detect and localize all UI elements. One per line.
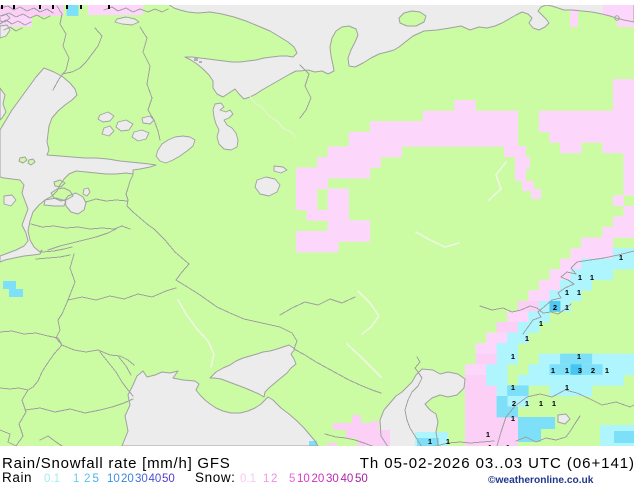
svg-text:1: 1 (486, 430, 490, 439)
svg-text:1: 1 (511, 383, 515, 392)
svg-text:1: 1 (506, 443, 510, 452)
svg-text:2: 2 (512, 399, 516, 408)
svg-text:1: 1 (488, 443, 492, 452)
svg-text:1: 1 (619, 253, 623, 262)
svg-text:©weatheronline.co.uk: ©weatheronline.co.uk (488, 475, 594, 486)
svg-text:1: 1 (525, 334, 529, 343)
svg-text:1: 1 (565, 303, 569, 312)
svg-text:0.1: 0.1 (44, 473, 60, 485)
svg-text:1: 1 (263, 473, 269, 485)
svg-text:50: 50 (355, 473, 368, 485)
svg-text:1: 1 (552, 399, 556, 408)
svg-text:30: 30 (135, 473, 148, 485)
svg-text:30: 30 (326, 473, 339, 485)
svg-text:50: 50 (162, 473, 175, 485)
svg-text:1: 1 (577, 352, 581, 361)
svg-text:1: 1 (590, 273, 594, 282)
svg-text:1: 1 (551, 366, 555, 375)
svg-text:20: 20 (312, 473, 325, 485)
svg-text:40: 40 (341, 473, 354, 485)
svg-text:3: 3 (578, 366, 582, 375)
svg-text:Rain/Snowfall rate [mm/h] GFS: Rain/Snowfall rate [mm/h] GFS (2, 455, 230, 472)
svg-text:10: 10 (297, 473, 310, 485)
svg-text:1: 1 (565, 383, 569, 392)
svg-text:10: 10 (107, 473, 120, 485)
svg-text:Snow:: Snow: (195, 470, 236, 485)
svg-text:1: 1 (525, 399, 529, 408)
svg-text:1: 1 (511, 352, 515, 361)
svg-text:1: 1 (565, 288, 569, 297)
svg-text:1: 1 (511, 414, 515, 423)
svg-text:1: 1 (605, 366, 609, 375)
svg-text:0.1: 0.1 (240, 473, 256, 485)
svg-text:2: 2 (591, 366, 595, 375)
svg-text:Th 05-02-2026 03..03 UTC (06+1: Th 05-02-2026 03..03 UTC (06+141) (360, 455, 634, 472)
svg-text:1: 1 (539, 399, 543, 408)
svg-text:2: 2 (84, 473, 90, 485)
svg-text:40: 40 (149, 473, 162, 485)
svg-text:5: 5 (93, 473, 99, 485)
svg-text:1: 1 (539, 319, 543, 328)
svg-text:20: 20 (121, 473, 134, 485)
svg-text:2: 2 (553, 303, 557, 312)
svg-text:1: 1 (446, 437, 450, 446)
svg-text:1: 1 (428, 437, 432, 446)
svg-text:1: 1 (577, 288, 581, 297)
svg-text:2: 2 (271, 473, 277, 485)
svg-text:5: 5 (289, 473, 295, 485)
svg-text:1: 1 (565, 366, 569, 375)
svg-text:1: 1 (578, 273, 582, 282)
svg-text:1: 1 (73, 473, 79, 485)
svg-text:Rain: Rain (2, 470, 32, 485)
